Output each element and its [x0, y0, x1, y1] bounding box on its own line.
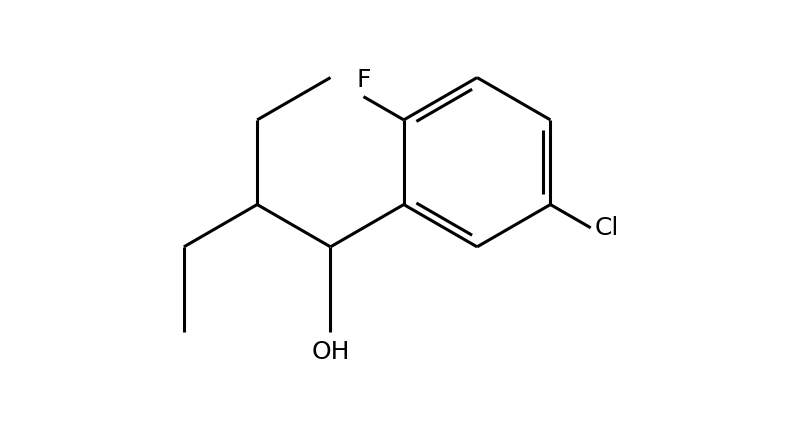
Text: F: F	[356, 69, 370, 92]
Text: OH: OH	[311, 340, 350, 364]
Text: Cl: Cl	[595, 216, 619, 240]
